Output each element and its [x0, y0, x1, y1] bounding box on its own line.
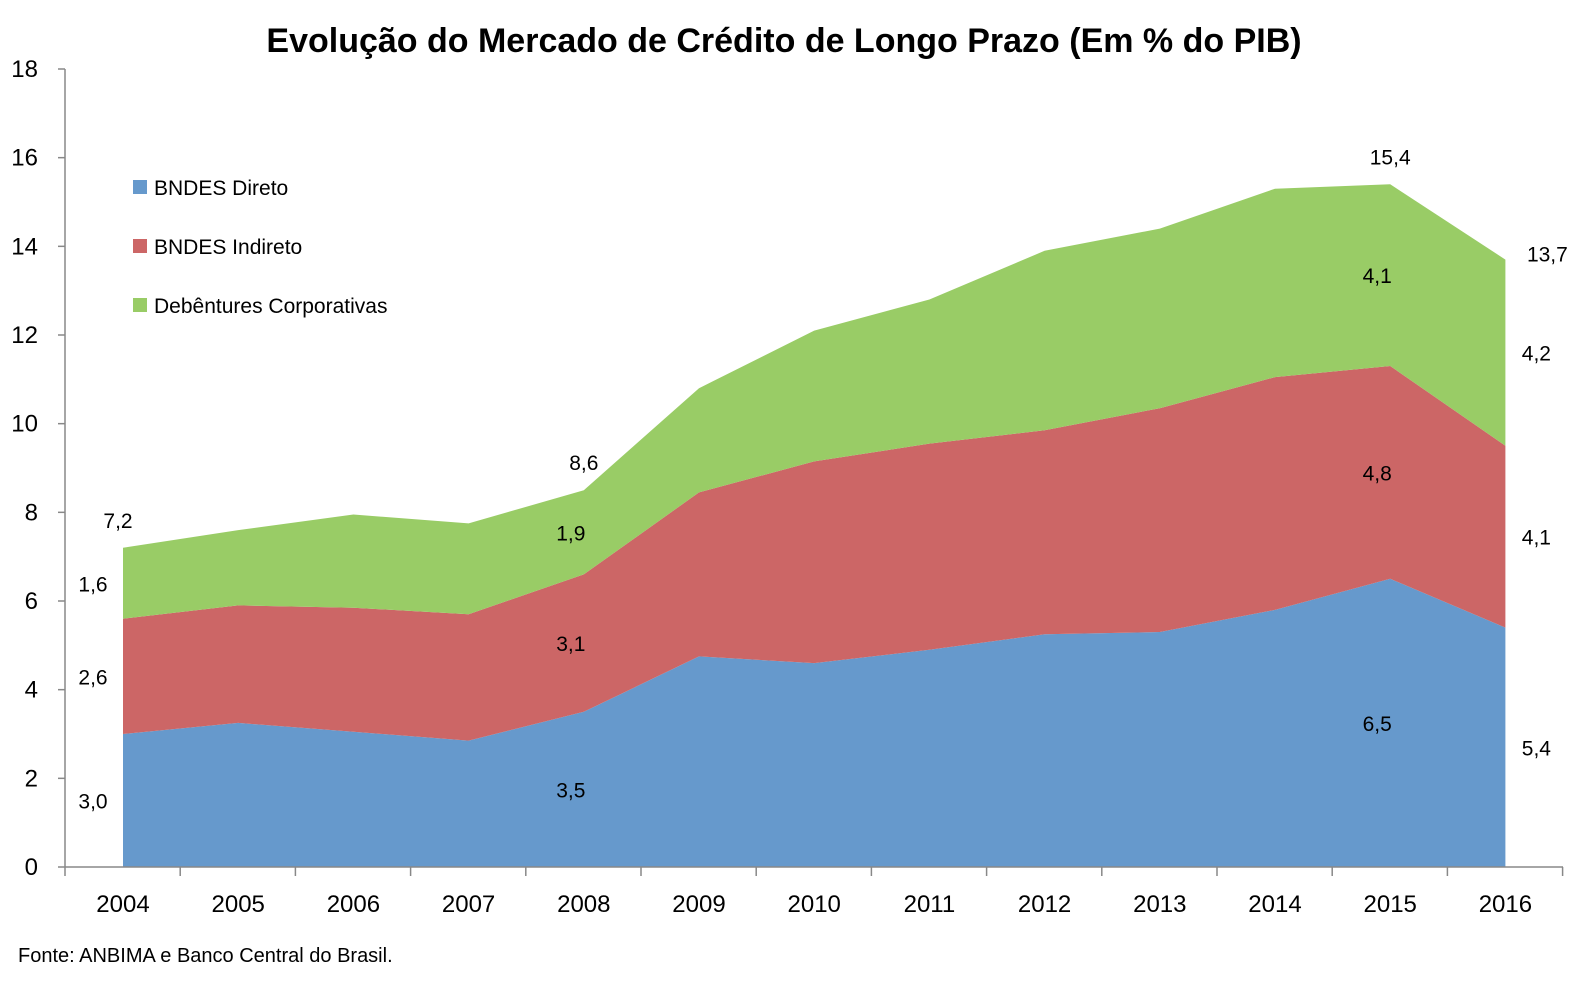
data-label: 3,5 [556, 779, 585, 802]
area-bndes-direto [123, 578, 1506, 867]
data-label: 3,1 [556, 633, 585, 656]
x-tick-label: 2014 [1248, 891, 1301, 918]
x-tick-label: 2004 [96, 891, 149, 918]
x-tick-label: 2012 [1018, 891, 1071, 918]
x-tick-label: 2006 [327, 891, 380, 918]
source-note: Fonte: ANBIMA e Banco Central do Brasil. [18, 945, 393, 967]
data-label: 1,9 [556, 522, 585, 545]
legend-swatch [133, 239, 147, 253]
x-tick-label: 2008 [557, 891, 610, 918]
y-tick-label: 8 [25, 499, 38, 526]
area-bndes-indireto [123, 366, 1506, 741]
axes: 0 2 4 6 8 10 12 14 16 18 2004 2005 2006 2007 2008 2009 2… [11, 56, 1564, 918]
chart-title: Evolução do Mercado de Crédito de Longo … [266, 22, 1301, 60]
x-tick-label: 2005 [212, 891, 265, 918]
legend-swatch [133, 180, 147, 194]
x-tick-label: 2007 [442, 891, 495, 918]
data-label: 4,1 [1522, 527, 1551, 550]
y-tick-label: 2 [25, 765, 38, 792]
data-label: 5,4 [1522, 737, 1552, 760]
y-tick-label: 16 [11, 145, 38, 172]
data-label: 2,6 [78, 666, 107, 689]
data-label: 6,5 [1363, 713, 1392, 736]
y-tick-label: 6 [25, 588, 38, 615]
data-label: 4,8 [1363, 462, 1392, 485]
x-tick-label: 2010 [788, 891, 841, 918]
legend: BNDES Direto BNDES Indireto Debêntures Cor… [133, 177, 387, 318]
x-tick-label: 2015 [1364, 891, 1417, 918]
data-label: 3,0 [78, 791, 107, 814]
x-tick-label: 2009 [672, 891, 725, 918]
x-tick-label: 2013 [1133, 891, 1186, 918]
legend-swatch [133, 298, 147, 312]
plot-areas [123, 184, 1506, 867]
legend-label: Debêntures Corporativas [154, 295, 387, 318]
legend-label: BNDES Indireto [154, 236, 302, 259]
y-tick-label: 10 [11, 411, 38, 438]
x-tick-label: 2016 [1479, 891, 1532, 918]
y-tick-label: 14 [11, 233, 38, 260]
data-label: 4,1 [1363, 265, 1392, 288]
data-label: 1,6 [78, 573, 107, 596]
data-label: 4,2 [1522, 343, 1551, 366]
area-deb-ntures-corporativas [123, 184, 1506, 619]
y-tick-label: 12 [11, 322, 38, 349]
data-label: 13,7 [1527, 244, 1568, 267]
x-tick-label: 2011 [904, 891, 956, 918]
data-labels: 3,0 2,6 1,6 7,2 3,5 3,1 1,9 8,6 6,5 4,8 4,1 15,4 5,4… [78, 146, 1567, 813]
data-label: 7,2 [103, 510, 132, 533]
data-label: 15,4 [1370, 146, 1411, 169]
y-tick-label: 18 [11, 56, 38, 83]
data-label: 8,6 [569, 452, 598, 475]
y-tick-label: 4 [25, 677, 38, 704]
y-tick-label: 0 [25, 854, 38, 881]
legend-label: BNDES Direto [154, 177, 288, 200]
